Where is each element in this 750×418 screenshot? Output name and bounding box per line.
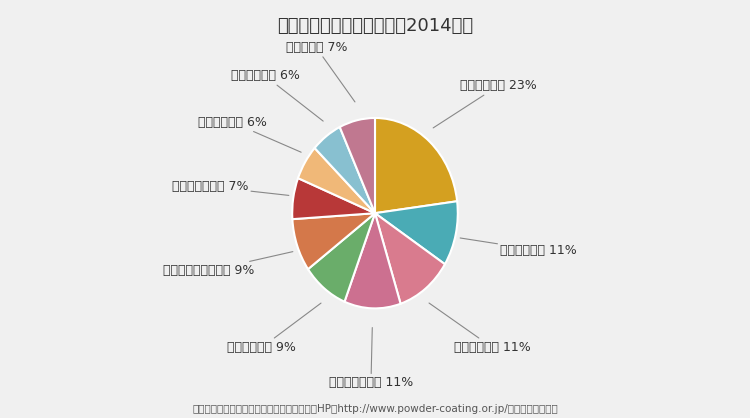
Wedge shape bbox=[315, 127, 375, 213]
Text: （金属家具） 23%: （金属家具） 23% bbox=[433, 79, 536, 128]
Wedge shape bbox=[308, 213, 375, 302]
Text: （その他） 7%: （その他） 7% bbox=[286, 41, 355, 102]
Text: （引用）日本パウダーコーティング協同組合HP（http://www.powder-coating.or.jp/）より、当社作成: （引用）日本パウダーコーティング協同組合HP（http://www.powder… bbox=[192, 404, 558, 414]
Text: （電気機器） 11%: （電気機器） 11% bbox=[429, 303, 530, 354]
Text: （建設・産業機械） 9%: （建設・産業機械） 9% bbox=[163, 252, 292, 277]
Text: 粉体塗料の国内使用分野（2014年）: 粉体塗料の国内使用分野（2014年） bbox=[277, 17, 473, 35]
Text: （水道資材） 11%: （水道資材） 11% bbox=[460, 238, 577, 257]
Text: （自動車部品） 11%: （自動車部品） 11% bbox=[328, 328, 413, 389]
Text: （機械・器具） 7%: （機械・器具） 7% bbox=[172, 180, 289, 195]
Wedge shape bbox=[375, 118, 458, 213]
Wedge shape bbox=[292, 178, 375, 219]
Wedge shape bbox=[375, 201, 458, 264]
Text: （建築資材） 6%: （建築資材） 6% bbox=[198, 116, 302, 152]
Text: （家電製品） 9%: （家電製品） 9% bbox=[227, 303, 321, 354]
Text: （道路資材） 6%: （道路資材） 6% bbox=[231, 69, 323, 121]
Wedge shape bbox=[340, 118, 375, 213]
Wedge shape bbox=[292, 213, 375, 269]
Wedge shape bbox=[344, 213, 400, 308]
Wedge shape bbox=[298, 148, 375, 213]
Wedge shape bbox=[375, 213, 445, 304]
